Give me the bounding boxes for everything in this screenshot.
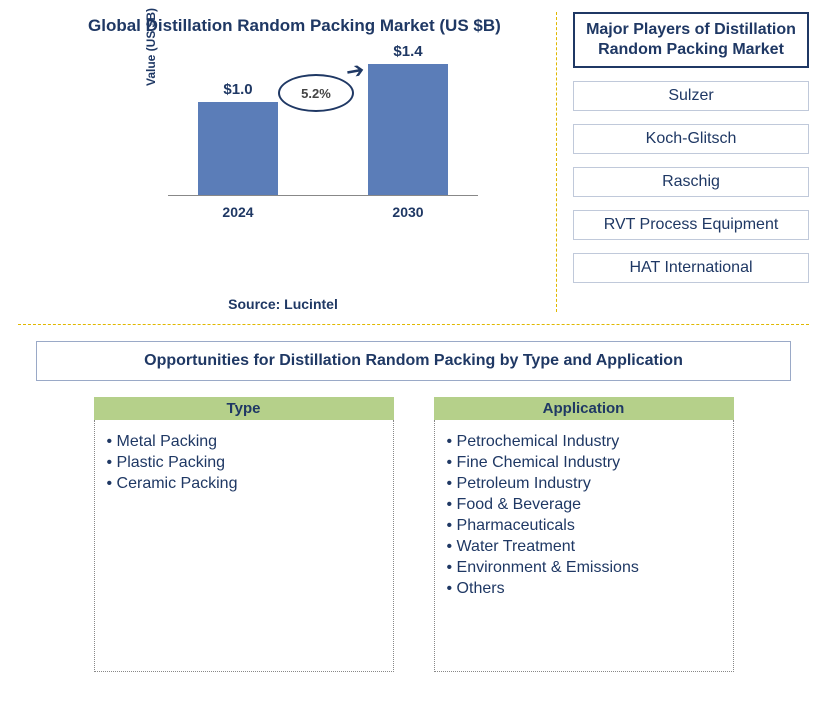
list-item: • Others [447, 580, 721, 598]
player-item: Koch-Glitsch [573, 124, 809, 154]
chart-bar [198, 102, 278, 195]
arrow-icon: ➔ [344, 57, 367, 86]
column-body: • Petrochemical Industry • Fine Chemical … [434, 420, 734, 672]
player-item: HAT International [573, 253, 809, 283]
opportunities-header: Opportunities for Distillation Random Pa… [36, 341, 791, 381]
list-item: • Water Treatment [447, 538, 721, 556]
list-item: • Plastic Packing [107, 454, 381, 472]
horizontal-divider [18, 324, 809, 325]
players-list: Sulzer Koch-Glitsch Raschig RVT Process Equ… [573, 81, 809, 283]
list-item: • Petrochemical Industry [447, 433, 721, 451]
list-item: • Ceramic Packing [107, 475, 381, 493]
source-label: Source: Lucintel [28, 296, 538, 312]
chart-panel: Global Distillation Random Packing Marke… [18, 12, 548, 312]
bar-value-label: $1.0 [198, 81, 278, 98]
list-item: • Fine Chemical Industry [447, 454, 721, 472]
chart-bar [368, 64, 448, 195]
column-header: Application [434, 397, 734, 420]
list-item: • Food & Beverage [447, 496, 721, 514]
players-panel: Major Players of Distillation Random Pac… [565, 12, 809, 312]
y-axis-label: Value (US $B) [144, 8, 158, 86]
opportunities-row: Type • Metal Packing • Plastic Packing • Ce… [18, 397, 809, 672]
cagr-value: 5.2% [301, 86, 331, 101]
type-column: Type • Metal Packing • Plastic Packing • Ce… [94, 397, 394, 672]
players-header: Major Players of Distillation Random Pac… [573, 12, 809, 68]
bar-value-label: $1.4 [368, 43, 448, 60]
list-item: • Environment & Emissions [447, 559, 721, 577]
player-item: RVT Process Equipment [573, 210, 809, 240]
chart-plot: 5.2% ➔ $1.02024$1.42030 [168, 56, 478, 196]
vertical-divider [556, 12, 557, 312]
column-header: Type [94, 397, 394, 420]
list-item: • Metal Packing [107, 433, 381, 451]
cagr-oval: 5.2% [278, 74, 354, 112]
application-column: Application • Petrochemical Industry • Fin… [434, 397, 734, 672]
column-body: • Metal Packing • Plastic Packing • Cerami… [94, 420, 394, 672]
player-item: Sulzer [573, 81, 809, 111]
top-row: Global Distillation Random Packing Marke… [18, 12, 809, 312]
x-tick-label: 2030 [368, 204, 448, 220]
x-tick-label: 2024 [198, 204, 278, 220]
bar-chart: Value (US $B) 5.2% ➔ $1.02024$1.42030 [58, 56, 538, 256]
player-item: Raschig [573, 167, 809, 197]
list-item: • Pharmaceuticals [447, 517, 721, 535]
list-item: • Petroleum Industry [447, 475, 721, 493]
